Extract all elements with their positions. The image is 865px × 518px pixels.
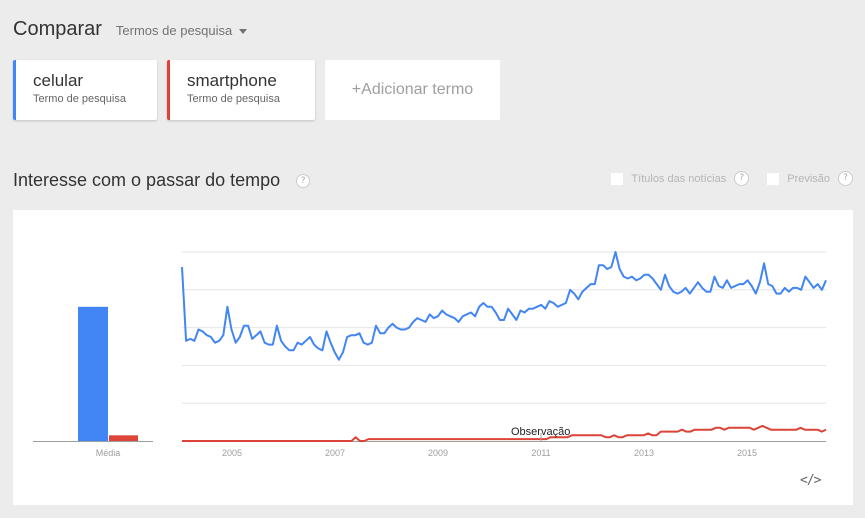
average-bar-celular [78,306,108,441]
x-tick-label: 2015 [737,448,757,458]
section-title: Interesse com o passar do tempo ? [13,170,311,191]
compare-header: Comparar Termos de pesquisa [13,18,248,41]
forecast-checkbox[interactable] [767,172,780,185]
x-tick-label: 2011 [531,448,550,458]
term-card-celular[interactable]: celular Termo de pesquisa [13,60,157,120]
dropdown-label: Termos de pesquisa [115,23,233,38]
term-subtitle: Termo de pesquisa [33,93,126,105]
add-term-button[interactable]: +Adicionar termo [325,60,500,120]
help-icon[interactable]: ? [734,171,750,186]
term-name: smartphone [187,71,277,90]
chart-panel: Média 2005 2007 2009 2011 2013 2015 Observação [13,210,853,505]
term-color-bar [13,60,16,120]
series-line-celular [181,251,827,361]
series-line-smartphone [182,424,827,442]
interest-over-time-chart[interactable]: Média 2005 2007 2009 2011 2013 2015 Observação [13,210,853,505]
term-subtitle: Termo de pesquisa [187,93,280,105]
forecast-label: Previsão [787,172,830,185]
x-tick-label: 2013 [634,448,654,458]
annotation-label: Observação [511,426,570,438]
embed-code-icon[interactable]: </> [800,473,822,488]
caret-down-icon [239,29,248,34]
news-headlines-checkbox[interactable] [611,172,624,185]
news-headlines-label: Títulos das notícias [631,172,727,185]
compare-type-dropdown[interactable]: Termos de pesquisa [115,23,248,38]
chart-options: Títulos das notícias ? Previsão ? [593,171,853,186]
term-color-bar [167,60,170,120]
term-card-smartphone[interactable]: smartphone Termo de pesquisa [167,60,315,120]
term-name: celular [33,71,84,90]
bar-x-label: Média [96,448,121,458]
section-title-text: Interesse com o passar do tempo [13,170,281,190]
page-title: Comparar [13,18,102,40]
forecast-option[interactable]: Previsão ? [767,171,853,186]
help-icon[interactable]: ? [838,171,853,186]
news-headlines-option[interactable]: Títulos das notícias ? [611,171,750,186]
x-tick-label: 2005 [222,448,242,458]
x-tick-label: 2007 [325,448,345,458]
x-tick-label: 2009 [428,448,448,458]
help-icon[interactable]: ? [296,173,311,188]
average-bar-smartphone [109,435,138,441]
